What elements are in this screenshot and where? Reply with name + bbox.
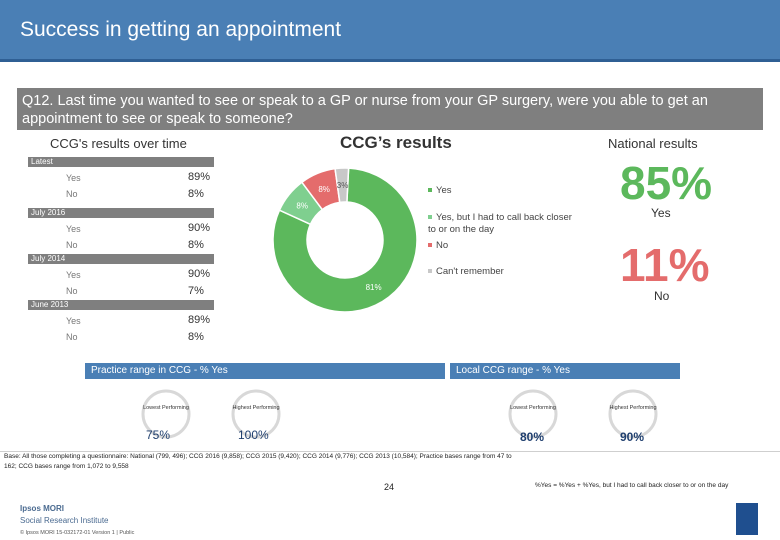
practice-highest-circle bbox=[231, 389, 281, 439]
row-label-no: No bbox=[66, 240, 78, 250]
legend-label: Yes, but I had to call back closer to or… bbox=[428, 212, 572, 235]
year-header: July 2014 bbox=[28, 254, 214, 264]
ccg-donut-chart: 81% 8% 8% 3% bbox=[272, 167, 418, 313]
value-yes: 90% bbox=[188, 222, 211, 234]
footer-divider bbox=[0, 451, 780, 511]
practice-lowest-value: 75% bbox=[146, 428, 171, 442]
local-range-title: Local CCG range - % Yes bbox=[450, 363, 680, 379]
year-header: July 2016 bbox=[28, 208, 214, 218]
row-label-no: No bbox=[66, 286, 78, 296]
legend-item: Yes bbox=[428, 185, 578, 197]
donut-slice bbox=[272, 167, 418, 313]
practice-range-title: Practice range in CCG - % Yes bbox=[85, 363, 445, 379]
copyright: © Ipsos MORI 15-032172-01 Version 1 | Pu… bbox=[20, 530, 135, 536]
donut-slice-label: 3% bbox=[337, 181, 349, 190]
local-lowest-circle bbox=[508, 389, 558, 439]
donut-slice-label: 8% bbox=[318, 185, 330, 194]
practice-highest-value: 100% bbox=[238, 428, 269, 442]
legend-label: Yes bbox=[436, 185, 452, 196]
row-label-yes: Yes bbox=[66, 270, 81, 280]
row-label-yes: Yes bbox=[66, 224, 81, 234]
value-no: 8% bbox=[188, 239, 204, 251]
value-no: 8% bbox=[188, 188, 204, 200]
value-no: 8% bbox=[188, 331, 204, 343]
page-title: Success in getting an appointment bbox=[20, 18, 342, 41]
value-yes: 89% bbox=[188, 314, 211, 326]
local-highest-circle bbox=[608, 389, 658, 439]
national-no-value: 11% bbox=[620, 239, 710, 291]
page-number: 24 bbox=[384, 482, 395, 492]
row-label-yes: Yes bbox=[66, 316, 81, 326]
header-bar bbox=[0, 0, 780, 62]
value-yes: 90% bbox=[188, 268, 211, 280]
practice-lowest-circle bbox=[141, 389, 191, 439]
local-lowest-value: 80% bbox=[520, 430, 545, 444]
year-header: Latest bbox=[28, 157, 214, 167]
ipsos-mori-logo-text: Ipsos MORI bbox=[20, 504, 65, 513]
legend-swatch bbox=[428, 188, 432, 193]
legend-swatch bbox=[428, 215, 432, 220]
year-header: June 2013 bbox=[28, 300, 214, 310]
question-box bbox=[17, 88, 763, 130]
legend-item: Can't remember bbox=[428, 266, 578, 278]
national-yes-label: Yes bbox=[651, 206, 671, 220]
ipsos-logo-icon bbox=[736, 503, 758, 535]
value-no: 7% bbox=[188, 285, 204, 297]
base-note: Base: All those completing a questionnai… bbox=[4, 453, 512, 470]
section-title-over-time: CCG's results over time bbox=[50, 136, 187, 151]
donut-slice-label: 8% bbox=[296, 201, 308, 210]
row-label-no: No bbox=[66, 332, 78, 342]
section-title-ccg: CCG’s results bbox=[340, 133, 452, 152]
legend-label: No bbox=[436, 240, 449, 251]
donut-slice bbox=[334, 167, 350, 204]
value-yes: 89% bbox=[188, 171, 211, 183]
practice-highest-label: Highest Performing bbox=[232, 405, 280, 411]
legend-item: Yes, but I had to call back closer to or… bbox=[428, 212, 578, 236]
practice-lowest-label: Lowest Performing bbox=[143, 405, 189, 411]
legend-swatch bbox=[428, 243, 432, 248]
national-yes-value: 85% bbox=[620, 157, 713, 209]
legend-item: No bbox=[428, 240, 578, 252]
row-label-no: No bbox=[66, 189, 78, 199]
legend-swatch bbox=[428, 269, 432, 274]
local-highest-value: 90% bbox=[620, 430, 645, 444]
local-highest-label: Highest Performing bbox=[609, 405, 657, 411]
definition-note: %Yes = %Yes + %Yes, but I had to call ba… bbox=[535, 482, 729, 489]
question-text: Q12. Last time you wanted to see or spea… bbox=[22, 93, 708, 127]
section-title-national: National results bbox=[608, 136, 698, 151]
row-label-yes: Yes bbox=[66, 173, 81, 183]
legend-label: Can't remember bbox=[436, 266, 504, 277]
local-lowest-label: Lowest Performing bbox=[510, 405, 556, 411]
donut-slice-label: 81% bbox=[366, 283, 382, 292]
sri-logo-text: Social Research Institute bbox=[20, 516, 109, 525]
national-no-label: No bbox=[654, 289, 670, 303]
